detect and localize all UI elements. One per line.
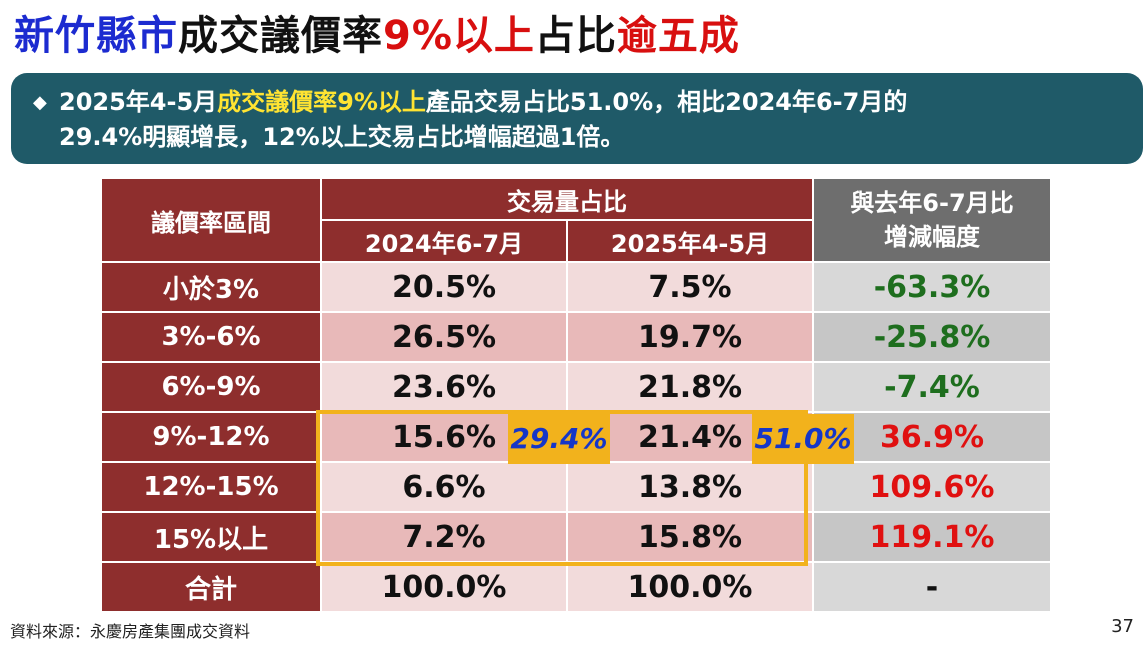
title-share: 占比 [534, 13, 617, 59]
summary-period: 2025年4-5月 [59, 88, 218, 116]
table-row: 12%-15% 6.6% 13.8% 109.6% [100, 461, 1052, 513]
cell-2024: 100.0% [320, 561, 568, 613]
table-row: 小於3% 20.5% 7.5% -63.3% [100, 261, 1052, 313]
summary-highlight: 成交議價率9%以上 [217, 88, 426, 116]
cell-2025: 13.8% [566, 461, 814, 513]
col-2024-header: 2024年6-7月 [320, 219, 568, 263]
cell-2025: 100.0% [566, 561, 814, 613]
cell-change: 36.9% [812, 411, 1052, 463]
title-subject: 成交議價率 [178, 13, 383, 59]
cell-change: -63.3% [812, 261, 1052, 313]
row-label: 小於3% [100, 261, 322, 313]
cell-change: -25.8% [812, 311, 1052, 363]
callout-2024-total: 29.4% [508, 414, 610, 464]
row-label: 6%-9% [100, 361, 322, 413]
row-label: 9%-12% [100, 411, 322, 463]
title-region: 新竹縣市 [14, 13, 178, 59]
cell-2024: 7.2% [320, 511, 568, 563]
change-header-line-1: 與去年6-7月比 [850, 189, 1014, 217]
summary-line-1: ◆ 2025年4-5月成交議價率9%以上產品交易占比51.0%，相比2024年6-… [33, 85, 1123, 120]
page-number: 37 [1111, 616, 1134, 637]
summary-line-2: 29.4%明顯增長，12%以上交易占比增幅超過1倍。 [59, 123, 625, 151]
cell-2024: 26.5% [320, 311, 568, 363]
table-row: 合計 100.0% 100.0% - [100, 561, 1052, 613]
change-header-line-2: 增減幅度 [884, 223, 980, 251]
cell-2024: 23.6% [320, 361, 568, 413]
change-header: 與去年6-7月比 增減幅度 [812, 177, 1052, 263]
table-row: 3%-6% 26.5% 19.7% -25.8% [100, 311, 1052, 363]
title-conclusion: 逾五成 [616, 13, 740, 59]
cell-2025: 15.8% [566, 511, 814, 563]
summary-banner: ◆ 2025年4-5月成交議價率9%以上產品交易占比51.0%，相比2024年6-… [11, 73, 1143, 164]
row-label: 3%-6% [100, 311, 322, 363]
cell-2024: 6.6% [320, 461, 568, 513]
diamond-bullet-icon: ◆ [33, 92, 47, 113]
cell-change: 119.1% [812, 511, 1052, 563]
cell-change: 109.6% [812, 461, 1052, 513]
row-label: 15%以上 [100, 511, 322, 563]
range-header: 議價率區間 [100, 177, 322, 263]
table-row: 15%以上 7.2% 15.8% 119.1% [100, 511, 1052, 563]
source-note: 資料來源：永慶房產集團成交資料 [10, 622, 251, 641]
page-title: 新竹縣市成交議價率9%以上占比逾五成 [14, 6, 740, 66]
summary-text: 產品交易占比51.0%，相比2024年6-7月的 [425, 88, 908, 116]
cell-2025: 21.8% [566, 361, 814, 413]
cell-change: - [812, 561, 1052, 613]
cell-2024: 20.5% [320, 261, 568, 313]
bargain-rate-table: 議價率區間 交易量占比 與去年6-7月比 增減幅度 2024年6-7月 2025… [100, 177, 1052, 613]
cell-2025: 19.7% [566, 311, 814, 363]
cell-2025: 7.5% [566, 261, 814, 313]
row-label: 12%-15% [100, 461, 322, 513]
title-threshold: 9%以上 [383, 13, 535, 59]
callout-2025-total: 51.0% [752, 414, 854, 464]
table-row: 6%-9% 23.6% 21.8% -7.4% [100, 361, 1052, 413]
col-2025-header: 2025年4-5月 [566, 219, 814, 263]
share-header: 交易量占比 [320, 177, 814, 221]
cell-change: -7.4% [812, 361, 1052, 413]
row-label: 合計 [100, 561, 322, 613]
